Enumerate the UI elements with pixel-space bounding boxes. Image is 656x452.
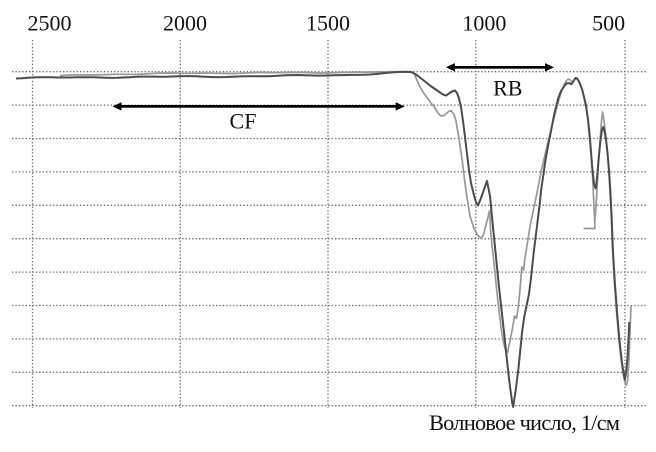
svg-text:2500: 2500 xyxy=(28,11,72,36)
svg-text:2000: 2000 xyxy=(163,11,207,36)
svg-text:CF: CF xyxy=(230,108,257,133)
svg-text:Волновое число, 1/см: Волновое число, 1/см xyxy=(429,410,620,435)
svg-text:RB: RB xyxy=(493,75,522,100)
svg-text:1000: 1000 xyxy=(462,11,506,36)
svg-text:1500: 1500 xyxy=(306,11,350,36)
svg-text:500: 500 xyxy=(592,11,625,36)
